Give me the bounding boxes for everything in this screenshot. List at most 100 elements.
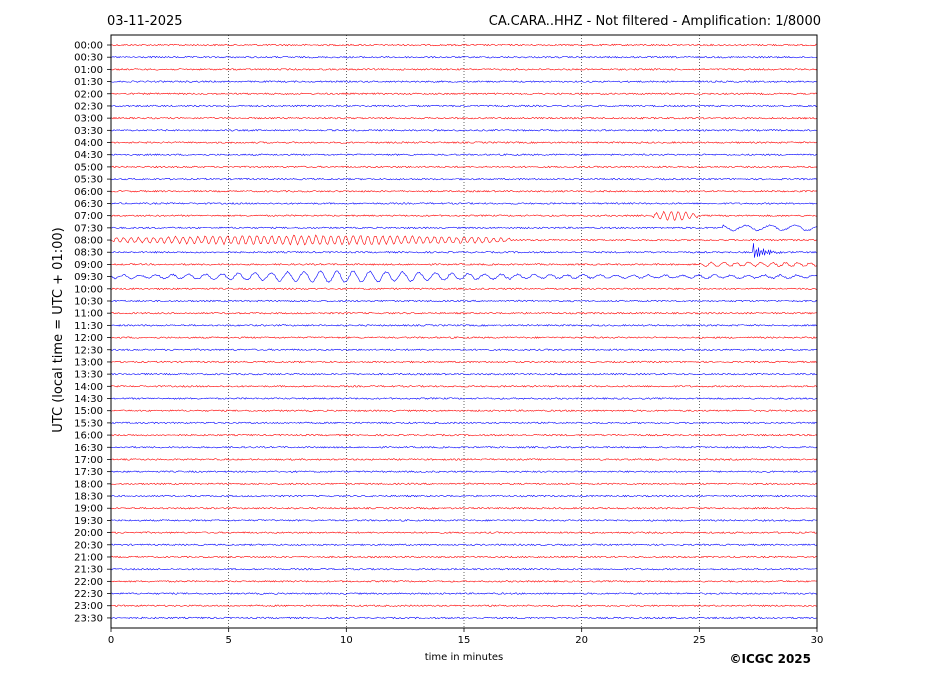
trace-line	[110, 482, 818, 486]
trace-line	[110, 604, 818, 608]
y-tick-label: 22:30	[74, 589, 103, 600]
x-tick-label: 5	[225, 635, 231, 646]
y-tick-label: 05:00	[74, 162, 103, 173]
y-tick-label: 02:00	[74, 89, 103, 100]
y-tick-label: 13:30	[74, 370, 103, 381]
y-tick-label: 11:00	[74, 309, 103, 320]
y-tick-label: 16:30	[74, 443, 103, 454]
trace-line	[110, 80, 818, 83]
trace-line	[110, 348, 818, 352]
y-tick-label: 14:30	[74, 394, 103, 405]
y-tick-label: 17:00	[74, 455, 103, 466]
trace-line	[110, 43, 818, 47]
y-tick-label: 19:30	[74, 516, 103, 527]
x-tick-label: 15	[458, 635, 471, 646]
y-tick-label: 21:00	[74, 552, 103, 563]
y-tick-label: 15:00	[74, 406, 103, 417]
y-tick-label: 02:30	[74, 101, 103, 112]
trace-line	[110, 421, 818, 425]
trace-line	[110, 243, 818, 258]
y-tick-label: 03:00	[74, 114, 103, 125]
trace-line	[110, 202, 818, 205]
y-tick-label: 05:30	[74, 175, 103, 186]
trace-line	[110, 519, 818, 522]
trace-line	[110, 543, 818, 547]
y-tick-label: 13:00	[74, 357, 103, 368]
trace-line	[110, 141, 818, 144]
y-tick-label: 10:00	[74, 284, 103, 295]
trace-line	[110, 165, 818, 169]
seismic-traces	[110, 43, 818, 620]
y-tick-label: 15:30	[74, 418, 103, 429]
trace-line	[110, 116, 818, 120]
trace-line	[110, 384, 818, 388]
trace-line	[110, 311, 818, 315]
trace-line	[110, 470, 818, 473]
trace-line	[110, 324, 818, 327]
trace-line	[111, 224, 818, 232]
trace-line	[110, 270, 818, 283]
trace-line	[110, 494, 818, 498]
trace-line	[110, 409, 818, 412]
y-tick-label: 08:30	[74, 248, 103, 259]
y-tick-label: 09:00	[74, 260, 103, 271]
trace-line	[110, 397, 818, 400]
y-tick-label: 12:30	[74, 345, 103, 356]
trace-line	[110, 299, 818, 303]
trace-line	[110, 592, 818, 595]
y-tick-label: 03:30	[74, 126, 103, 137]
y-tick-label: 21:30	[74, 565, 103, 576]
trace-line	[110, 372, 818, 376]
y-tick-label: 20:30	[74, 540, 103, 551]
trace-line	[110, 567, 818, 571]
y-tick-label: 20:00	[74, 528, 103, 539]
y-tick-label: 00:30	[74, 53, 103, 64]
trace-line	[110, 55, 818, 59]
grid-lines	[228, 35, 700, 628]
trace-line	[110, 287, 818, 291]
trace-line	[110, 433, 818, 437]
y-tick-label: 14:00	[74, 382, 103, 393]
y-tick-label: 01:30	[74, 77, 103, 88]
trace-line	[110, 129, 818, 132]
date-label: 03-11-2025	[107, 14, 183, 29]
y-tick-label: 06:30	[74, 199, 103, 210]
trace-line	[110, 153, 818, 156]
trace-line	[110, 555, 818, 559]
y-tick-label: 11:30	[74, 321, 103, 332]
y-tick-label: 19:00	[74, 504, 103, 515]
y-tick-label: 01:00	[74, 65, 103, 76]
y-tick-label: 18:00	[74, 479, 103, 490]
trace-line	[110, 360, 818, 364]
y-tick-label: 17:30	[74, 467, 103, 478]
y-tick-label: 18:30	[74, 492, 103, 503]
trace-line	[110, 92, 818, 96]
y-tick-label: 08:00	[74, 236, 103, 247]
trace-line	[110, 531, 818, 534]
x-tick-labels: 0 5 10 15 20 25 30	[108, 628, 824, 646]
trace-line	[110, 261, 818, 268]
trace-line	[110, 580, 818, 583]
trace-line	[110, 190, 818, 193]
y-tick-label: 04:00	[74, 138, 103, 149]
x-tick-label: 20	[575, 635, 588, 646]
x-tick-label: 30	[811, 635, 824, 646]
trace-line	[110, 177, 818, 181]
x-axis-label: time in minutes	[425, 652, 504, 663]
chart-title: CA.CARA..HHZ - Not filtered - Amplificat…	[489, 14, 821, 29]
trace-line	[110, 210, 818, 221]
y-tick-label: 22:00	[74, 577, 103, 588]
y-tick-label: 23:00	[74, 601, 103, 612]
trace-line	[110, 68, 818, 71]
trace-line	[110, 445, 818, 449]
trace-line	[110, 104, 818, 108]
y-tick-label: 06:00	[74, 187, 103, 198]
y-tick-label: 00:00	[74, 41, 103, 52]
x-tick-label: 10	[340, 635, 353, 646]
trace-line	[110, 336, 818, 339]
trace-line	[110, 616, 818, 620]
y-axis-label: UTC (local time = UTC + 01:00)	[51, 227, 66, 432]
trace-line	[110, 234, 818, 246]
